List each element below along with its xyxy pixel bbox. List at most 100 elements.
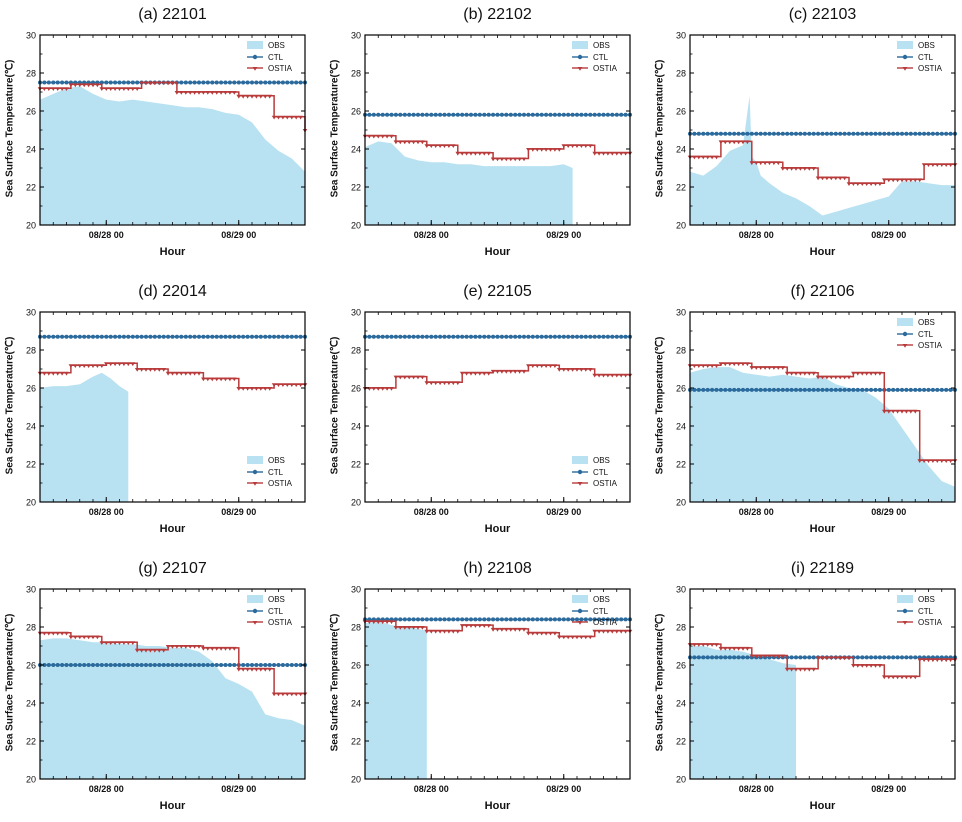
ctl-marker <box>807 131 812 136</box>
ostia-marker <box>437 629 443 634</box>
ostia-marker <box>539 364 544 368</box>
ctl-marker <box>491 617 496 622</box>
ctl-marker <box>552 112 557 117</box>
ostia-marker <box>442 629 447 634</box>
obs-area <box>690 367 955 502</box>
ctl-marker <box>451 334 456 339</box>
ctl-marker <box>117 80 122 85</box>
ostia-marker <box>130 641 136 645</box>
y-tick-label: 30 <box>351 31 361 41</box>
legend: OBS CTL OSTIA <box>247 41 293 73</box>
ostia-marker <box>579 635 584 640</box>
y-tick-label: 30 <box>676 31 686 41</box>
ostia-marker <box>709 364 715 368</box>
ctl-marker <box>227 663 232 667</box>
ostia-marker <box>623 629 628 634</box>
ctl-marker <box>113 663 118 667</box>
legend-ostia-label: OSTIA <box>918 618 943 627</box>
ostia-marker <box>754 366 759 370</box>
ostia-marker <box>780 167 785 171</box>
legend-ostia-label: OSTIA <box>268 618 293 627</box>
ostia-marker <box>99 87 105 91</box>
ostia-marker <box>375 387 381 391</box>
ostia-marker <box>789 371 794 376</box>
ctl-marker <box>64 334 69 339</box>
y-tick-label: 28 <box>676 69 686 79</box>
ostia-marker <box>367 620 372 625</box>
y-tick-label: 28 <box>676 346 686 356</box>
ctl-marker <box>917 387 922 392</box>
legend-obs-swatch <box>572 595 588 603</box>
legend-ctl-label: CTL <box>918 607 934 616</box>
ctl-marker <box>785 387 790 392</box>
ctl-marker <box>42 334 47 339</box>
legend-obs-label: OBS <box>593 595 610 604</box>
ostia-marker <box>267 94 272 99</box>
ostia-marker <box>512 369 518 374</box>
ctl-marker <box>948 387 953 392</box>
ctl-marker <box>701 131 706 136</box>
ostia-marker <box>926 459 931 463</box>
ostia-marker <box>855 182 861 186</box>
ctl-marker <box>99 334 104 339</box>
ctl-marker <box>926 131 931 136</box>
y-tick-label: 26 <box>676 384 686 394</box>
ctl-marker <box>727 131 732 136</box>
ctl-marker <box>508 112 513 117</box>
ostia-marker <box>165 371 171 376</box>
ctl-marker <box>121 80 126 85</box>
ostia-marker <box>258 94 264 99</box>
ctl-marker <box>749 387 754 392</box>
ctl-marker <box>833 387 838 392</box>
x-tick-label: 08/28 00 <box>739 784 774 794</box>
ctl-marker <box>794 387 798 392</box>
legend: OBS CTL OSTIA <box>572 456 618 488</box>
ostia-marker <box>293 383 299 387</box>
ctl-marker <box>601 617 606 622</box>
y-axis-label: Sea Surface Temperature(℃) <box>654 336 666 475</box>
ctl-marker <box>108 663 113 667</box>
ctl-marker <box>842 131 847 136</box>
ctl-marker <box>276 334 281 339</box>
y-tick-label: 22 <box>676 737 686 747</box>
y-tick-label: 22 <box>351 737 361 747</box>
ctl-marker <box>530 334 535 339</box>
ctl-marker <box>873 131 878 136</box>
y-tick-label: 28 <box>26 623 36 633</box>
ctl-marker <box>227 334 232 339</box>
y-tick-label: 20 <box>351 498 361 508</box>
ctl-marker <box>232 663 237 667</box>
ostia-marker <box>481 371 487 376</box>
ostia-marker <box>112 641 118 645</box>
ostia-marker <box>692 364 697 368</box>
ostia-marker <box>596 373 602 378</box>
legend-obs-label: OBS <box>268 595 285 604</box>
ostia-marker <box>201 646 206 651</box>
ctl-marker <box>696 387 701 392</box>
ostia-marker <box>696 155 702 160</box>
ostia-marker <box>789 667 794 672</box>
x-axis-label: Hour <box>809 246 836 258</box>
ostia-marker <box>68 635 74 640</box>
ostia-marker <box>948 163 953 167</box>
ostia-marker <box>77 364 82 368</box>
ctl-marker <box>254 663 259 667</box>
ostia-marker <box>249 94 255 99</box>
ostia-marker <box>428 144 434 148</box>
ostia-marker <box>433 381 438 386</box>
ostia-marker <box>917 459 922 463</box>
y-tick-label: 22 <box>676 460 686 470</box>
ctl-marker <box>882 655 887 660</box>
ctl-marker <box>139 334 144 339</box>
ostia-marker <box>55 87 60 91</box>
ctl-marker <box>166 334 171 339</box>
ostia-marker <box>451 629 456 634</box>
ctl-marker <box>148 334 153 339</box>
panel-title: (h) 22108 <box>463 560 532 577</box>
ctl-marker <box>214 334 219 339</box>
ostia-marker <box>406 140 412 145</box>
ctl-marker <box>552 334 557 339</box>
ctl-marker <box>855 655 860 660</box>
ostia-marker <box>205 91 211 95</box>
